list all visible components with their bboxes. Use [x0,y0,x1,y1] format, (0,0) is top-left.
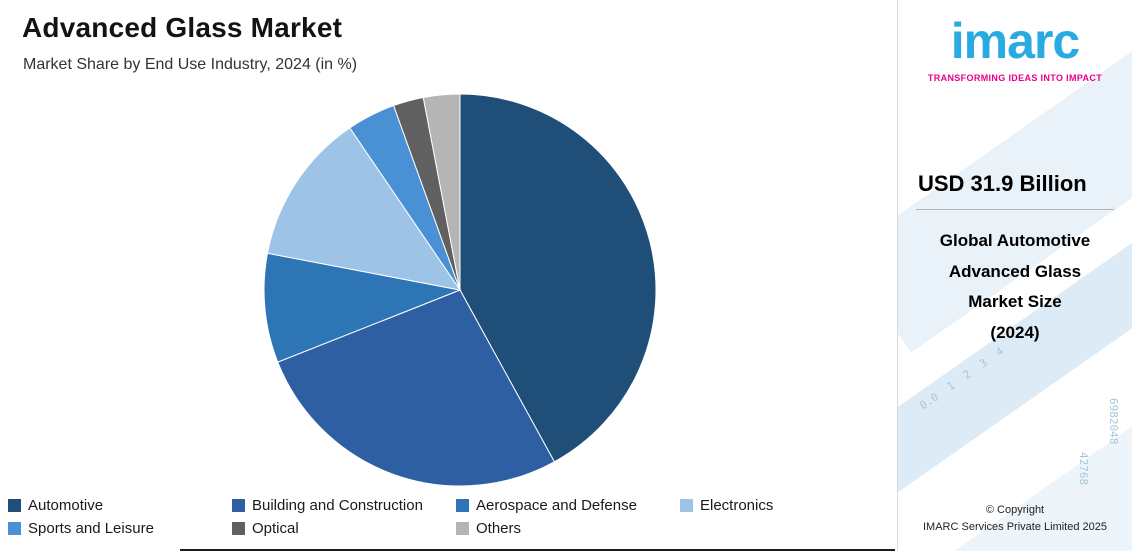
legend-swatch [8,522,21,535]
legend-swatch [456,522,469,535]
legend-item-others: Others [456,520,680,537]
sidebar-content: imarc TRANSFORMING IDEAS INTO IMPACT USD… [898,0,1132,551]
pie-slice-electronics [266,127,462,291]
market-size-label: Global Automotive Advanced Glass Market … [939,231,1091,342]
legend-item-sports-and-leisure: Sports and Leisure [8,520,232,537]
market-size-block: USD 31.9 Billion Global Automotive Advan… [898,171,1132,348]
chart-legend: Automotive Building and Construction Aeros… [8,497,893,537]
legend-label: Aerospace and Defense [476,497,637,514]
legend-swatch [456,499,469,512]
legend-item-automotive: Automotive [8,497,232,514]
chart-subtitle: Market Share by End Use Industry, 2024 (… [23,56,358,73]
pie-slice-others [422,93,461,291]
chart-area: Advanced Glass Market Market Share by En… [8,12,895,551]
market-size-value: USD 31.9 Billion [918,171,1087,196]
brand-sidebar: 6982048 42768 0.0 1 2 3 4 imarc TRANSFOR… [897,0,1132,551]
imarc-logo: imarc [950,13,1080,69]
legend-item-aerospace-and-defense: Aerospace and Defense [456,497,680,514]
legend-label: Electronics [700,497,774,514]
legend-item-optical: Optical [232,520,456,537]
legend-swatch [8,499,21,512]
divider [916,209,1114,210]
legend-item-electronics: Electronics [680,497,893,514]
pie-slice-building-and-construction [277,289,556,487]
legend-label: Building and Construction [252,497,423,514]
copyright: © Copyright IMARC Services Private Limit… [922,504,1107,533]
legend-swatch [232,499,245,512]
legend-label: Sports and Leisure [28,520,154,537]
legend-label: Others [476,520,522,537]
logo-block: imarc TRANSFORMING IDEAS INTO IMPACT [898,0,1132,83]
decorative-number: 6982048 [1107,398,1120,445]
legend-swatch [232,522,245,535]
logo-tagline: TRANSFORMING IDEAS INTO IMPACT [927,73,1103,83]
legend-label: Optical [252,520,299,537]
legend-item-building-and-construction: Building and Construction [232,497,456,514]
decorative-number: 42768 [1077,452,1090,486]
chart-title: Advanced Glass Market [22,12,343,43]
pie-chart [263,93,657,487]
legend-label: Automotive [28,497,104,514]
pie-slice-aerospace-and-defense [263,252,462,363]
pie-slice-automotive [459,93,657,463]
legend-swatch [680,499,693,512]
bottom-rule [180,549,895,551]
